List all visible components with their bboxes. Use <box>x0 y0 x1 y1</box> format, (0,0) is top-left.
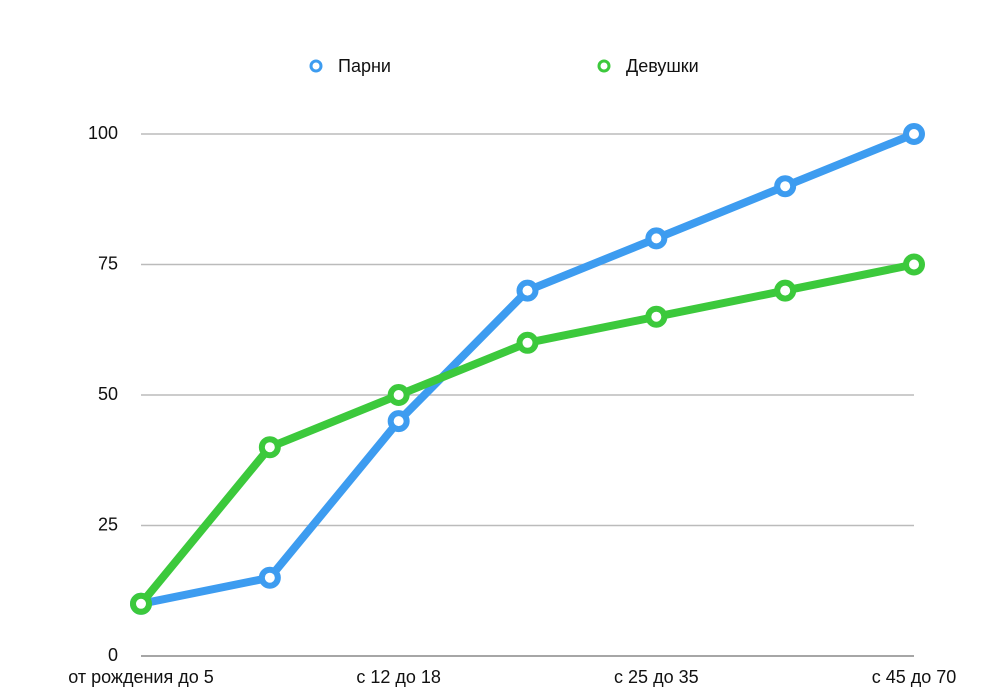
x-tick-label: от рождения до 5 <box>68 667 214 687</box>
point <box>258 566 281 589</box>
point <box>258 436 281 459</box>
x-tick-label: с 12 до 18 <box>356 667 441 687</box>
point <box>903 123 925 145</box>
y-tick-label: 0 <box>108 645 118 665</box>
point <box>645 305 668 328</box>
y-tick-label: 50 <box>98 384 118 404</box>
legend-marker <box>309 59 323 73</box>
legend-marker <box>597 59 611 73</box>
x-tick-label: с 45 до 70 <box>872 667 957 687</box>
legend-label: Девушки <box>626 56 699 76</box>
y-tick-label: 25 <box>98 514 118 534</box>
point <box>645 227 668 250</box>
point <box>774 279 797 302</box>
point <box>387 384 410 406</box>
x-tick-label: с 25 до 35 <box>614 667 699 687</box>
point <box>387 410 410 433</box>
y-tick-label: 100 <box>88 123 118 143</box>
line <box>137 260 918 608</box>
point <box>903 253 925 276</box>
legend-label: Парни <box>338 56 391 76</box>
point <box>774 175 797 198</box>
point <box>516 279 539 302</box>
point <box>516 331 539 354</box>
line <box>137 130 918 608</box>
point <box>130 592 152 615</box>
y-tick-label: 75 <box>98 253 118 273</box>
